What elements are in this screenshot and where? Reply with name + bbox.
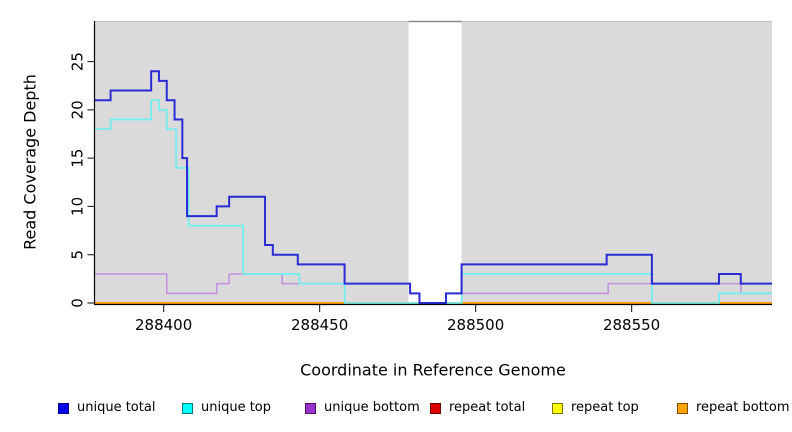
y-tick-label: 25 — [69, 52, 87, 71]
legend-swatch — [58, 402, 69, 414]
legend-item-repeat-bottom: repeat bottom — [677, 401, 790, 415]
legend-label: unique top — [201, 400, 272, 415]
x-axis-title: Coordinate in Reference Genome — [300, 360, 566, 380]
legend-swatch — [677, 402, 688, 414]
legend-swatch — [552, 402, 563, 414]
series-lines — [95, 70, 772, 304]
series-line-unique-total — [95, 70, 772, 304]
legend-item-unique-bottom: unique bottom — [305, 401, 420, 415]
legend-label: repeat total — [449, 400, 526, 415]
y-tick-label: 0 — [69, 298, 87, 308]
legend-swatch — [305, 402, 316, 414]
legend-item-repeat-total: repeat total — [430, 401, 525, 415]
series-line-unique-top — [95, 99, 772, 304]
legend-swatch — [430, 402, 441, 414]
x-tick-label: 288450 — [291, 316, 348, 334]
y-tick-label: 10 — [69, 197, 87, 216]
x-tick-label: 288400 — [135, 316, 192, 334]
legend-label: repeat top — [571, 400, 639, 415]
y-tick-label: 5 — [69, 250, 87, 260]
legend-item-unique-total: unique total — [58, 401, 155, 415]
y-tick-label: 20 — [69, 100, 87, 119]
legend-item-repeat-top: repeat top — [552, 401, 639, 415]
x-tick-label: 288500 — [447, 316, 504, 334]
legend-item-unique-top: unique top — [182, 401, 271, 415]
legend-label: unique total — [77, 400, 156, 415]
legend-label: repeat bottom — [696, 400, 790, 415]
no-data-gap-band — [95, 20, 772, 303]
x-tick-label: 288550 — [603, 316, 660, 334]
gap-rect — [408, 21, 462, 303]
axes: 0 5 10 15 20 25 288400 288450 288500 288550 — [69, 21, 772, 334]
legend-swatch — [182, 402, 193, 414]
y-tick-label: 15 — [69, 149, 87, 168]
legend-label: unique bottom — [324, 400, 420, 415]
y-axis-title: Read Coverage Depth — [20, 74, 40, 250]
